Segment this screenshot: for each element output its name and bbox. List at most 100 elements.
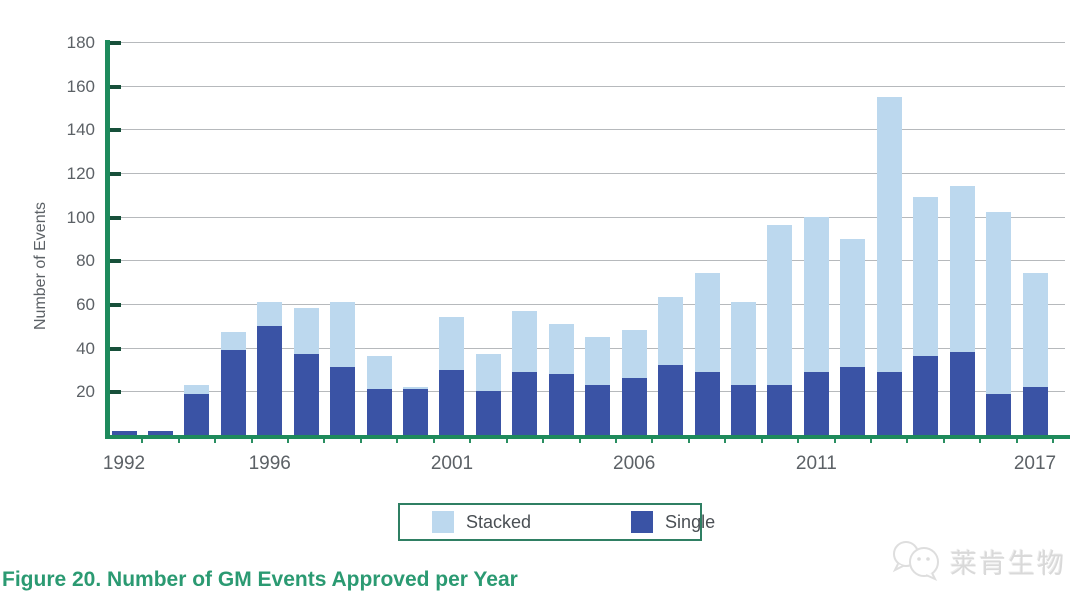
bar-2010 [767, 225, 793, 435]
x-axis-tick [942, 435, 945, 443]
bar-2005-single-segment [585, 384, 611, 435]
gridline [108, 129, 1065, 131]
bar-2008 [694, 273, 720, 435]
x-axis-tick [469, 435, 472, 443]
legend-label-single: Single [665, 511, 716, 532]
x-axis-tick [177, 435, 180, 443]
bar-2017-single-segment [1022, 386, 1048, 435]
bar-2004-stacked-segment [548, 323, 574, 374]
bar-2007-single-segment [658, 365, 684, 435]
x-axis-tick [578, 435, 581, 443]
x-axis-tick [687, 435, 690, 443]
bar-2009-single-segment [730, 384, 756, 435]
bar-1995-stacked-segment [220, 332, 246, 350]
gridline [108, 216, 1065, 218]
bar-2007 [658, 297, 684, 435]
bar-2017-stacked-segment [1022, 273, 1048, 387]
y-axis-tick [110, 346, 121, 351]
x-axis-tick [797, 435, 800, 443]
x-axis-tick [359, 435, 362, 443]
stacked-swatch [432, 511, 454, 533]
bar-2010-single-segment [767, 384, 793, 435]
bar-2005 [585, 336, 611, 435]
bar-1998 [330, 301, 356, 435]
y-axis-tick [110, 41, 121, 45]
bar-2013 [876, 96, 902, 435]
x-axis-tick [1052, 435, 1055, 443]
bar-2009 [730, 301, 756, 435]
bar-1998-stacked-segment [330, 301, 356, 368]
bar-2015 [949, 186, 975, 435]
x-axis-tick [214, 435, 217, 443]
x-axis-tick [760, 435, 763, 443]
bar-1994-single-segment [184, 393, 210, 435]
bar-1996-single-segment [257, 325, 283, 435]
bar-2001-single-segment [439, 369, 465, 435]
bar-1993-single-segment [147, 430, 173, 435]
bar-2000 [403, 386, 429, 435]
legend: Stacked Single [398, 503, 715, 541]
bar-2006-single-segment [621, 378, 647, 435]
y-axis-tick [110, 215, 121, 220]
x-axis-tick [542, 435, 545, 443]
bar-2009-stacked-segment [730, 301, 756, 385]
bar-2011-single-segment [803, 371, 829, 435]
bar-2013-single-segment [876, 371, 902, 435]
bar-2012-stacked-segment [840, 238, 866, 368]
bar-2016-stacked-segment [986, 212, 1012, 394]
x-axis-tick [323, 435, 326, 443]
bar-2010-stacked-segment [767, 225, 793, 385]
x-axis-tick [396, 435, 399, 443]
gridline [108, 304, 1065, 305]
x-axis-tick [724, 435, 727, 443]
single-swatch [631, 511, 654, 533]
y-axis-tick [110, 303, 121, 307]
bar-2014-single-segment [913, 356, 939, 435]
x-axis-tick [614, 435, 617, 443]
y-axis-tick-label: 180 [66, 33, 95, 52]
x-axis-tick [1015, 435, 1018, 443]
x-axis-tick [141, 435, 144, 443]
x-axis-tick [870, 435, 873, 443]
bar-2013-stacked-segment [876, 96, 902, 372]
legend-label-stacked: Stacked [466, 511, 532, 532]
bar-2003-stacked-segment [512, 310, 538, 372]
bar-2017 [1022, 273, 1048, 435]
bar-2000-single-segment [403, 389, 429, 435]
bar-1999-single-segment [366, 389, 392, 435]
x-axis-tick [505, 435, 508, 443]
bar-2003 [512, 310, 538, 435]
y-axis-line [105, 40, 110, 439]
bar-2015-stacked-segment [949, 186, 975, 353]
bar-1993 [147, 430, 173, 435]
bar-1997-single-segment [293, 354, 319, 435]
y-axis-title: Number of Events [32, 201, 49, 330]
bar-2012 [840, 238, 866, 435]
figure-caption: Figure 20. Number of GM Events Approved … [2, 568, 518, 591]
legend-item-single: Single [631, 511, 715, 533]
bar-1995-single-segment [220, 349, 246, 435]
y-axis-tick-label: 100 [66, 207, 95, 227]
bar-2002-stacked-segment [475, 354, 501, 392]
bar-2012-single-segment [840, 367, 866, 435]
bar-2016-single-segment [986, 393, 1012, 435]
x-axis-tick [833, 435, 836, 443]
bar-2008-stacked-segment [694, 273, 720, 372]
bar-2007-stacked-segment [658, 297, 684, 366]
bar-2001-stacked-segment [439, 317, 465, 370]
y-axis-tick [110, 84, 121, 89]
bar-2006-stacked-segment [621, 330, 647, 379]
x-axis-label-2006: 2006 [613, 453, 656, 474]
x-axis-tick [979, 435, 982, 443]
bar-2005-stacked-segment [585, 336, 611, 385]
bar-1994-stacked-segment [184, 384, 210, 394]
bar-2003-single-segment [512, 371, 538, 435]
x-axis-tick [906, 435, 909, 443]
gridline [108, 85, 1065, 87]
y-axis-tick [110, 172, 121, 176]
watermark: 莱肯生物 [888, 538, 1066, 584]
y-axis-tick [110, 259, 121, 264]
bar-2002-single-segment [475, 391, 501, 435]
bar-1998-single-segment [330, 367, 356, 435]
